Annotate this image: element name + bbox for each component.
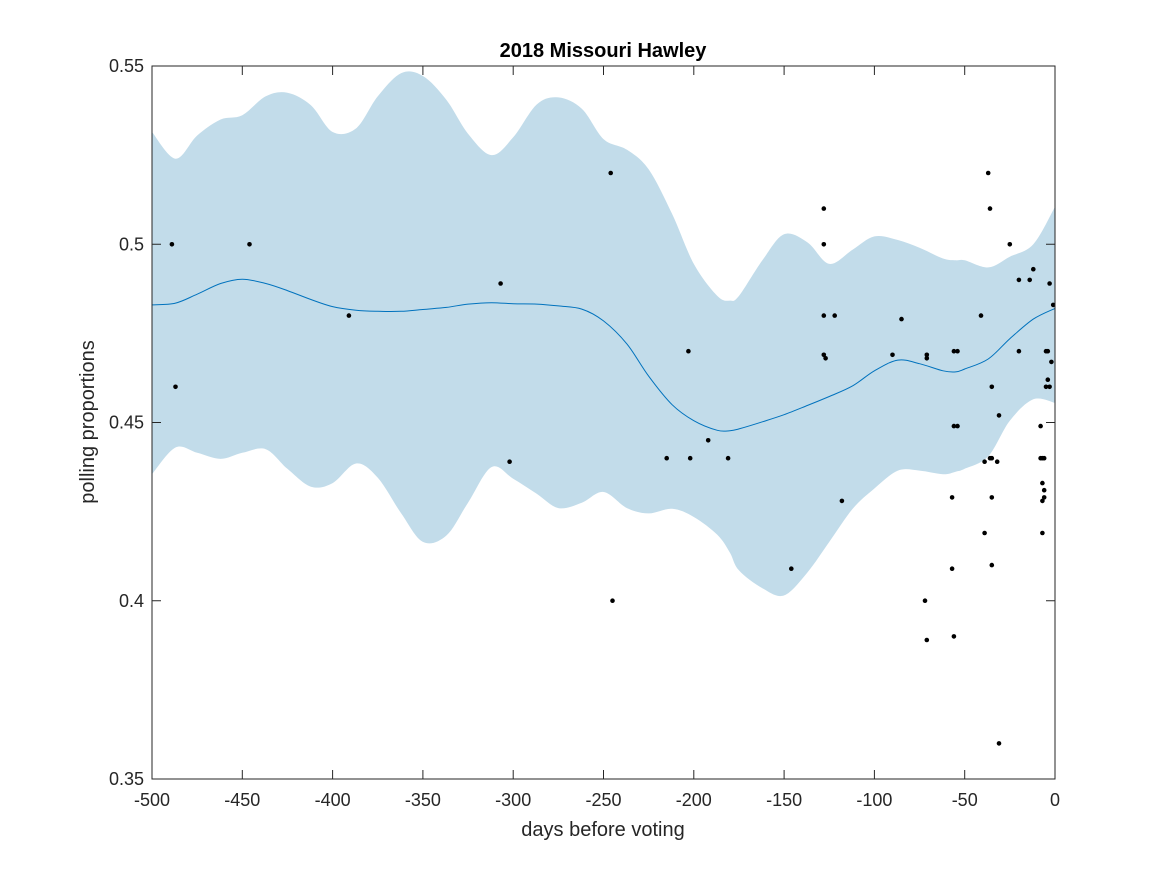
poll-point: [169, 242, 175, 247]
poll-point: [610, 598, 615, 603]
x-tick-label: -500: [134, 790, 170, 810]
poll-point: [951, 348, 957, 354]
poll-point: [994, 459, 1000, 465]
x-tick-label: -300: [495, 790, 531, 810]
poll-point: [705, 438, 711, 443]
poll-point: [949, 566, 955, 571]
poll-point: [1047, 384, 1052, 390]
poll-point: [1040, 480, 1045, 486]
y-tick-label: 0.35: [109, 769, 144, 789]
poll-point: [1041, 495, 1047, 500]
poll-point: [1045, 348, 1051, 354]
poll-point: [832, 313, 837, 318]
poll-point: [996, 741, 1002, 746]
poll-point: [985, 170, 991, 176]
poll-point: [498, 281, 503, 286]
poll-point: [1038, 423, 1043, 429]
poll-point: [1043, 384, 1049, 390]
y-tick-label: 0.5: [119, 234, 144, 254]
poll-point: [951, 634, 957, 639]
poll-point: [687, 455, 693, 461]
poll-point: [1047, 281, 1052, 286]
poll-point: [924, 637, 930, 643]
poll-point: [989, 384, 995, 390]
poll-point: [1049, 359, 1054, 365]
poll-point: [821, 242, 827, 247]
poll-point: [247, 242, 252, 247]
poll-point: [608, 170, 613, 176]
x-tick-label: -250: [585, 790, 621, 810]
poll-point: [890, 352, 895, 358]
x-tick-label: -200: [676, 790, 712, 810]
x-tick-label: -450: [224, 790, 260, 810]
poll-point: [1016, 277, 1022, 283]
x-tick-label: -350: [405, 790, 441, 810]
poll-point: [955, 348, 960, 354]
y-tick-label: 0.55: [109, 56, 144, 76]
poll-point: [821, 352, 827, 358]
mean-line: [151, 278, 1056, 432]
poll-point: [951, 423, 957, 429]
confidence-band: [152, 71, 1055, 597]
x-tick-label: -150: [766, 790, 802, 810]
poll-point: [922, 598, 928, 603]
poll-point: [1040, 530, 1045, 536]
poll-point: [1007, 242, 1013, 247]
y-tick-label: 0.4: [119, 591, 144, 611]
poll-point: [789, 566, 794, 571]
poll-point: [664, 455, 669, 461]
poll-point: [1050, 302, 1056, 308]
poll-point: [955, 423, 960, 429]
y-axis: 0.35 0.4 0.45 0.5 0.55: [109, 56, 1055, 789]
x-tick-label: -50: [952, 790, 978, 810]
poll-point: [1040, 498, 1045, 504]
poll-point: [725, 455, 731, 461]
poll-point: [989, 495, 995, 500]
poll-point: [686, 348, 691, 354]
poll-point: [987, 206, 993, 211]
poll-point: [839, 498, 845, 504]
poll-point: [1031, 266, 1036, 272]
y-axis-label: polling proportions: [77, 340, 99, 503]
x-tick-label: -100: [856, 790, 892, 810]
poll-point: [982, 459, 987, 465]
poll-point: [996, 413, 1002, 418]
x-axis-label: days before voting: [521, 819, 684, 841]
poll-point: [924, 352, 930, 358]
confidence-band-area: [152, 71, 1055, 597]
x-tick-label: 0: [1050, 790, 1060, 810]
poll-point: [1045, 377, 1051, 383]
poll-point: [823, 356, 828, 361]
poll-point: [173, 384, 178, 390]
poll-point: [1016, 348, 1022, 354]
chart-title: 2018 Missouri Hawley: [500, 40, 708, 62]
poll-points: [169, 170, 1056, 746]
y-tick-label: 0.45: [109, 413, 144, 433]
poll-point: [507, 459, 512, 465]
poll-point: [1027, 277, 1032, 283]
poll-point: [982, 530, 987, 536]
poll-point: [346, 313, 352, 318]
x-tick-label: -400: [315, 790, 351, 810]
poll-point: [1041, 455, 1047, 461]
poll-point: [978, 313, 984, 318]
poll-point: [1041, 487, 1047, 493]
mean-line-path: [151, 278, 1056, 432]
poll-point: [821, 313, 827, 318]
poll-point: [989, 562, 995, 568]
x-axis: -500 -450 -400 -350 -300 -250 -200 -150 -100 -50 0: [134, 66, 1060, 810]
poll-point: [989, 455, 995, 461]
poll-point: [924, 356, 930, 361]
poll-point: [821, 206, 827, 211]
poll-point: [949, 495, 955, 500]
poll-point: [899, 316, 904, 322]
